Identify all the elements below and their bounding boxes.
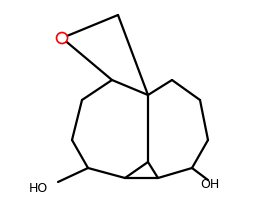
Text: HO: HO [28,181,48,195]
Text: OH: OH [200,179,219,192]
Circle shape [57,32,67,43]
